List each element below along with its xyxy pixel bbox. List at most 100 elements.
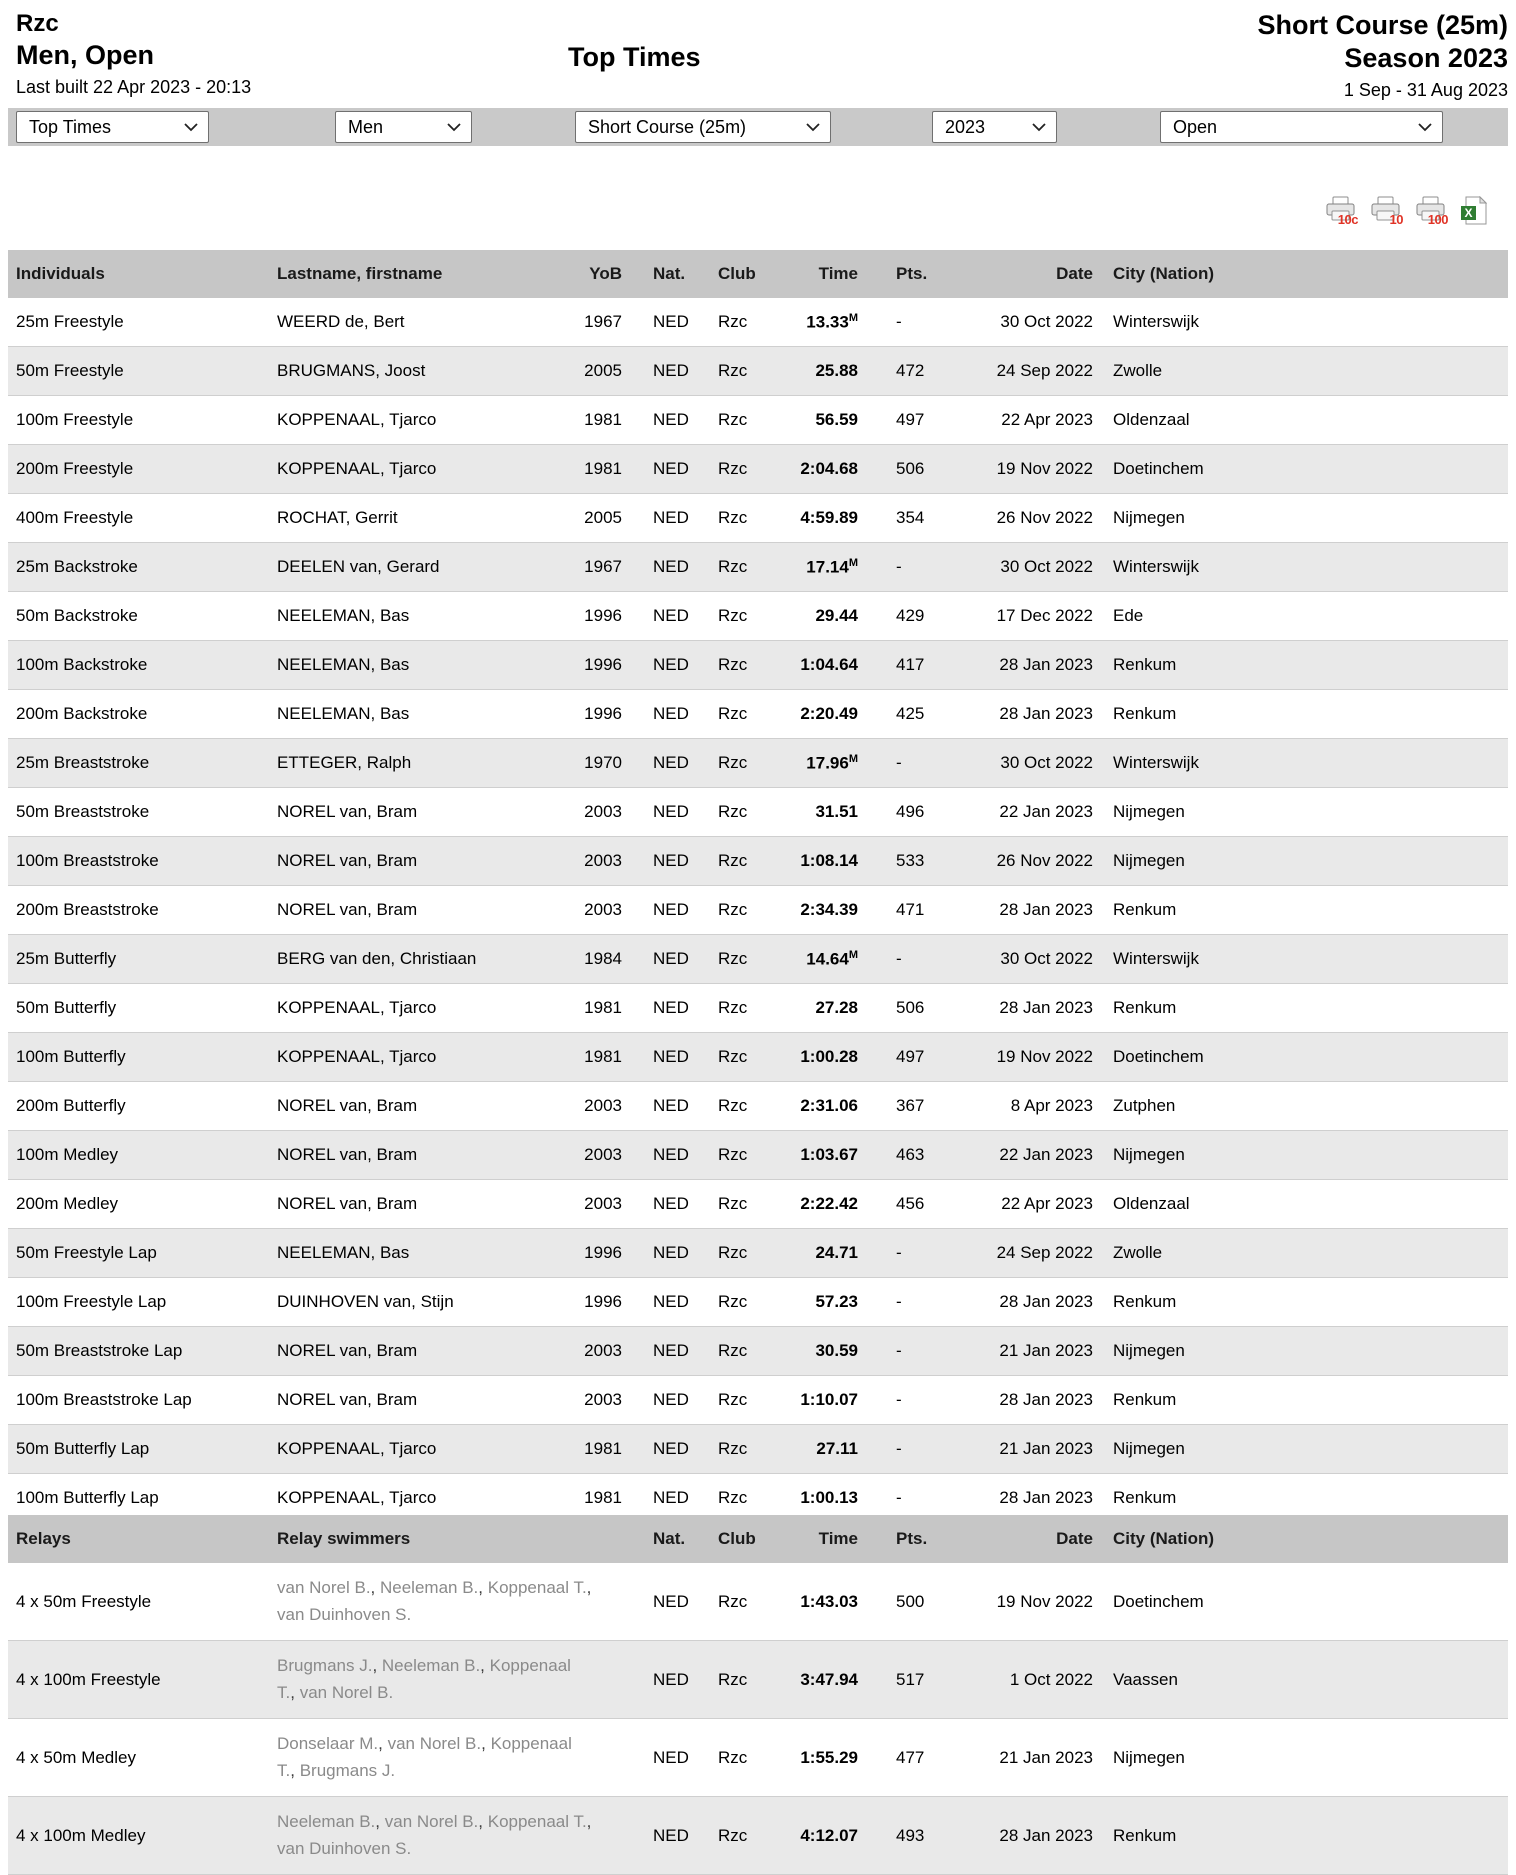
column-header-pts: Pts. — [868, 1515, 943, 1563]
relay-swimmer-link[interactable]: Koppenaal T. — [487, 1578, 587, 1598]
individual-row: 50m Freestyle Lap NEELEMAN, Bas 1996 NED Rzc… — [8, 1228, 1508, 1278]
club-cell: Rzc — [718, 1243, 748, 1262]
relay-swimmer-link[interactable]: van Norel B. — [299, 1682, 394, 1702]
points-cell: 456 — [896, 1194, 925, 1213]
time-cell: 30.59 — [815, 1341, 858, 1360]
swimmer-name-cell: KOPPENAAL, Tjarco — [277, 1488, 437, 1507]
separator: , — [478, 1578, 488, 1598]
date-cell: 19 Nov 2022 — [996, 459, 1093, 478]
agegroup-select[interactable]: Open — [1160, 111, 1443, 143]
relay-swimmer-link[interactable]: van Norel B. — [387, 1734, 482, 1754]
city-cell: Zwolle — [1113, 361, 1163, 380]
swimmer-name-cell: DUINHOVEN van, Stijn — [277, 1292, 454, 1311]
relay-swimmer-link[interactable]: Koppenaal T. — [277, 1734, 572, 1780]
time-cell: 13.33M — [806, 311, 858, 332]
relay-swimmer-link[interactable]: Koppenaal T. — [487, 1812, 587, 1832]
event-cell: 100m Backstroke — [16, 655, 148, 674]
yob-cell: 2003 — [584, 1341, 622, 1360]
club-cell: Rzc — [718, 410, 748, 429]
print-10-icon[interactable]: 10 — [1370, 196, 1404, 227]
time-cell: 1:00.28 — [800, 1047, 858, 1066]
individual-row: 25m Butterfly BERG van den, Christiaan 198… — [8, 934, 1508, 984]
relay-swimmer-link[interactable]: van Duinhoven S. — [277, 1604, 412, 1624]
report-select[interactable]: Top Times — [16, 111, 209, 143]
points-cell: 472 — [896, 361, 925, 380]
points-cell: 517 — [896, 1669, 925, 1689]
relays-body: 4 x 50m Freestyle van Norel B., Neeleman … — [8, 1563, 1508, 1875]
nation-cell: NED — [653, 557, 689, 576]
individual-row: 100m Backstroke NEELEMAN, Bas 1996 NED Rzc 1:… — [8, 640, 1508, 690]
relay-row: 4 x 100m Medley Neeleman B., van Norel B.… — [8, 1796, 1508, 1875]
city-cell: Winterswijk — [1113, 753, 1199, 772]
yob-cell: 1981 — [584, 1439, 622, 1458]
club-cell: Rzc — [718, 753, 748, 772]
yob-cell: 2003 — [584, 900, 622, 919]
event-cell: 100m Medley — [16, 1145, 119, 1164]
event-cell: 50m Breaststroke — [16, 802, 150, 821]
event-cell: 200m Medley — [16, 1194, 119, 1213]
individual-row: 50m Butterfly Lap KOPPENAAL, Tjarco 1981 NE… — [8, 1424, 1508, 1474]
city-cell: Nijmegen — [1113, 508, 1185, 527]
city-cell: Winterswijk — [1113, 312, 1199, 331]
swimmer-name-cell: KOPPENAAL, Tjarco — [277, 998, 437, 1017]
report-select-value: Top Times — [29, 116, 112, 137]
nation-cell: NED — [653, 704, 689, 723]
time-cell: 3:47.94 — [800, 1669, 858, 1689]
yob-cell: 1981 — [584, 459, 622, 478]
nation-cell: NED — [653, 851, 689, 870]
relay-swimmer-link[interactable]: Donselaar M. — [277, 1734, 379, 1754]
yob-cell: 2003 — [584, 1390, 622, 1409]
swimmer-name-cell: NEELEMAN, Bas — [277, 1243, 410, 1262]
event-cell: 100m Freestyle — [16, 410, 134, 429]
record-flag: M — [848, 752, 858, 765]
svg-text:X: X — [1464, 206, 1472, 220]
time-cell: 24.71 — [815, 1243, 858, 1262]
city-cell: Renkum — [1113, 998, 1177, 1017]
swimmer-name-cell: NEELEMAN, Bas — [277, 704, 410, 723]
relay-swimmer-link[interactable]: Neeleman B. — [381, 1656, 481, 1676]
relay-swimmer-link[interactable]: Brugmans J. — [277, 1656, 373, 1676]
event-cell: 200m Butterfly — [16, 1096, 126, 1115]
points-cell: 497 — [896, 1047, 925, 1066]
last-built-text: Last built 22 Apr 2023 - 20:13 — [16, 76, 252, 97]
date-cell: 19 Nov 2022 — [996, 1591, 1093, 1611]
relay-swimmer-link[interactable]: van Norel B. — [384, 1812, 479, 1832]
relay-swimmer-link[interactable]: van Duinhoven S. — [277, 1838, 412, 1858]
print-100-icon[interactable]: 100 — [1415, 196, 1449, 227]
relay-swimmer-link[interactable]: Neeleman B. — [277, 1812, 376, 1832]
course-select[interactable]: Short Course (25m) — [575, 111, 831, 143]
relay-swimmer-link[interactable]: Neeleman B. — [380, 1578, 479, 1598]
relay-swimmer-link[interactable]: Brugmans J. — [299, 1760, 396, 1780]
agegroup-select-value: Open — [1173, 116, 1218, 137]
yob-cell: 1996 — [584, 606, 622, 625]
nation-cell: NED — [653, 900, 689, 919]
date-cell: 28 Jan 2023 — [999, 1390, 1093, 1409]
city-cell: Renkum — [1113, 1825, 1177, 1845]
city-cell: Doetinchem — [1113, 1591, 1204, 1611]
gender-select[interactable]: Men — [335, 111, 472, 143]
city-cell: Doetinchem — [1113, 1047, 1204, 1066]
excel-export-icon[interactable]: X — [1460, 195, 1491, 226]
nation-cell: NED — [653, 1341, 689, 1360]
relay-event-cell: 4 x 50m Freestyle — [16, 1591, 152, 1611]
time-cell: 4:59.89 — [800, 508, 858, 527]
club-cell: Rzc — [718, 998, 748, 1017]
points-cell: 506 — [896, 998, 925, 1017]
relay-swimmer-link[interactable]: van Norel B. — [277, 1578, 371, 1598]
date-cell: 26 Nov 2022 — [996, 508, 1093, 527]
points-cell: - — [896, 312, 902, 331]
points-cell: - — [896, 557, 902, 576]
print-10c-label: 10c — [1337, 212, 1359, 227]
page-title: Top Times — [568, 42, 701, 72]
nation-cell: NED — [653, 1669, 689, 1689]
relay-row: 4 x 100m Freestyle Brugmans J., Neeleman … — [8, 1640, 1508, 1719]
print-10c-icon[interactable]: 10c — [1325, 196, 1359, 227]
yob-cell: 1981 — [584, 1047, 622, 1066]
relay-event-cell: 4 x 50m Medley — [16, 1747, 136, 1767]
swimmer-name-cell: KOPPENAAL, Tjarco — [277, 410, 437, 429]
nation-cell: NED — [653, 1591, 689, 1611]
year-select[interactable]: 2023 — [932, 111, 1057, 143]
relay-swimmer-link[interactable]: Koppenaal T. — [277, 1656, 571, 1702]
date-cell: 21 Jan 2023 — [999, 1747, 1093, 1767]
